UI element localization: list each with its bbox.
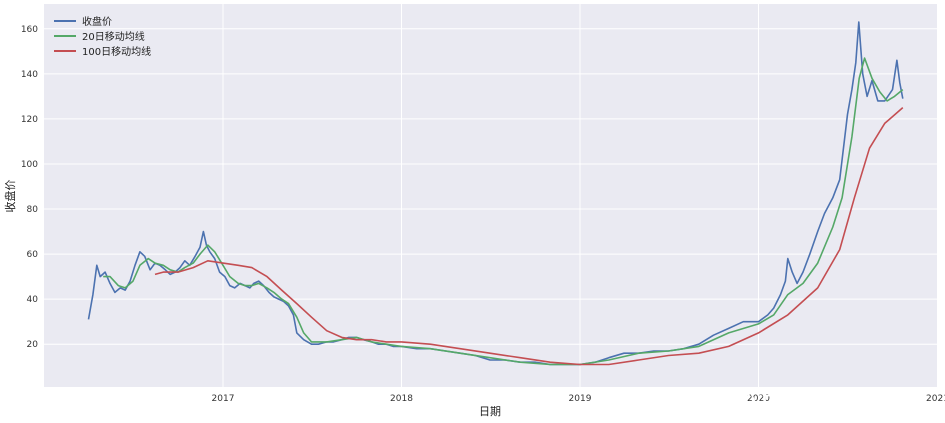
y-tick-label: 40: [27, 295, 39, 305]
plot-background: [44, 4, 937, 387]
y-tick-label: 140: [21, 70, 38, 80]
y-axis-title: 收盘价: [3, 180, 17, 213]
y-tick-label: 60: [27, 250, 39, 260]
legend-label-1: 收盘价: [82, 15, 112, 28]
legend-label-3: 100日移动均线: [82, 45, 151, 58]
y-tick-label: 160: [21, 25, 38, 35]
y-tick-label: 120: [21, 115, 38, 125]
watermark-text: 头条 @Python金融量化: [672, 387, 888, 411]
y-tick-label: 80: [27, 205, 39, 215]
y-tick-label: 20: [27, 340, 39, 350]
x-axis-title: 日期: [479, 405, 501, 418]
legend-label-2: 20日移动均线: [82, 30, 145, 43]
x-tick-label: 2017: [212, 394, 235, 404]
x-tick-label: 2019: [569, 394, 592, 404]
x-tick-label: 2018: [390, 394, 413, 404]
y-tick-label: 100: [21, 160, 38, 170]
x-tick-label: 2021: [926, 394, 945, 404]
y-axis-ticks: 20 40 60 80 100 120 140 160: [21, 25, 38, 350]
